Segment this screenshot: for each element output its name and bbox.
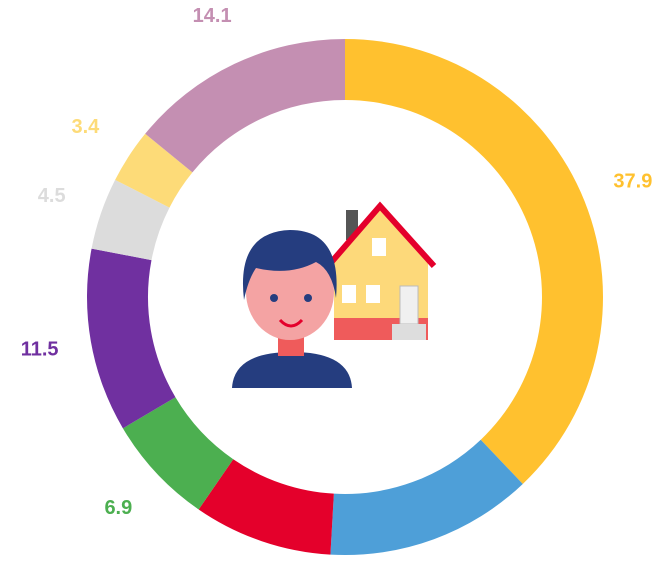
window <box>342 285 356 303</box>
mouth <box>278 318 304 328</box>
roof <box>325 201 437 269</box>
steps <box>392 324 426 340</box>
person-house-icon <box>232 201 437 388</box>
donut-slice <box>86 248 176 429</box>
donut-slice <box>122 397 234 510</box>
data-label: 37.9 <box>613 170 652 192</box>
data-label: 14.1 <box>193 5 232 27</box>
donut-slice <box>115 133 193 208</box>
data-label: 13.0 <box>432 576 471 578</box>
data-label: 6.9 <box>104 497 132 519</box>
donut-slice <box>91 179 170 261</box>
eye <box>270 294 278 302</box>
body <box>232 352 352 388</box>
donut-slice <box>198 459 334 555</box>
data-label: 11.5 <box>21 339 59 361</box>
data-label: 3.4 <box>71 116 100 138</box>
door <box>399 285 419 325</box>
window <box>372 238 386 256</box>
donut-slice <box>145 39 345 173</box>
window <box>366 285 380 303</box>
hair <box>242 230 337 300</box>
data-label: 4.5 <box>38 185 66 207</box>
donut-slice <box>330 439 523 555</box>
donut-slice <box>345 39 603 484</box>
eye <box>304 294 312 302</box>
